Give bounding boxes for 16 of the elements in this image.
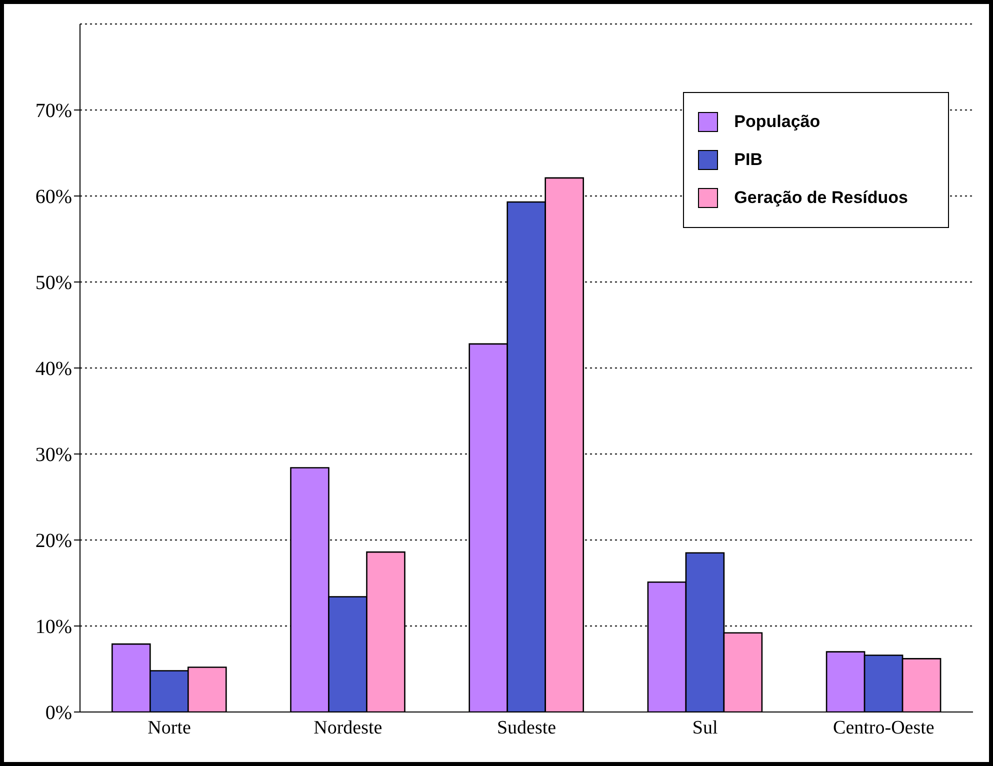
y-tick-label: 60% xyxy=(35,186,72,208)
y-tick-label: 10% xyxy=(35,616,72,638)
y-tick-label: 50% xyxy=(35,272,72,294)
x-tick-label: Sul xyxy=(692,717,718,738)
y-tick-label: 70% xyxy=(35,100,72,122)
x-tick-label: Sudeste xyxy=(496,717,556,738)
legend-label: População xyxy=(734,112,820,132)
x-tick-label: Nordeste xyxy=(314,717,382,738)
x-tick-label: Norte xyxy=(148,717,191,738)
legend-label: Geração de Resíduos xyxy=(734,188,908,208)
x-tick-label: Centro-Oeste xyxy=(833,717,934,738)
y-tick-label: 30% xyxy=(35,444,72,466)
y-tick-label: 20% xyxy=(35,530,72,552)
y-tick-label: 0% xyxy=(45,702,72,724)
legend-label: PIB xyxy=(734,150,762,170)
y-tick-label: 40% xyxy=(35,358,72,380)
